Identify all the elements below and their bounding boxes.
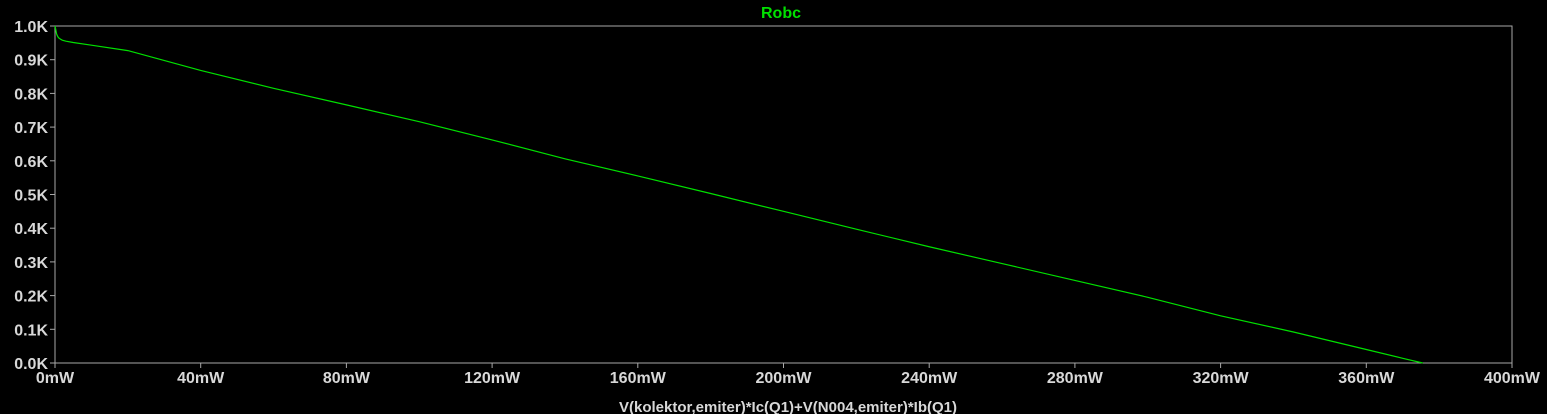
x-tick-label: 0mW — [36, 370, 75, 387]
chart-title: Robc — [761, 5, 801, 22]
y-axis: 0.0K 0.1K 0.2K 0.3K 0.4K 0.5K 0.6K 0.7K 0.8K 0.9K… — [14, 19, 55, 373]
y-tick-label: 0.0K — [14, 356, 48, 373]
y-tick-label: 0.5K — [14, 188, 48, 205]
x-tick-label: 80mW — [323, 370, 371, 387]
y-tick-label: 0.8K — [14, 86, 48, 103]
x-axis: 0mW 40mW 80mW 120mW 160mW 200mW 240mW 280mW 320m… — [36, 363, 1541, 387]
y-tick-label: 0.6K — [14, 154, 48, 171]
y-tick-label: 0.2K — [14, 289, 48, 306]
x-tick-label: 120mW — [464, 370, 521, 387]
x-tick-label: 40mW — [177, 370, 225, 387]
x-tick-label: 280mW — [1047, 370, 1104, 387]
x-axis-label: V(kolektor,emiter)*Ic(Q1)+V(N004,emiter)… — [619, 399, 957, 414]
series-line-0 — [54, 25, 1423, 364]
x-tick-label: 320mW — [1193, 370, 1250, 387]
y-tick-label: 0.1K — [14, 322, 48, 339]
x-tick-label: 200mW — [755, 370, 812, 387]
y-tick-label: 0.4K — [14, 221, 48, 238]
x-tick-label: 160mW — [610, 370, 667, 387]
x-tick-label: 400mW — [1484, 370, 1541, 387]
plot-frame — [54, 25, 1513, 364]
x-tick-label: 360mW — [1338, 370, 1395, 387]
y-tick-label: 0.3K — [14, 255, 48, 272]
y-tick-label: 0.9K — [14, 53, 48, 70]
series-group — [54, 25, 1423, 364]
y-tick-label: 1.0K — [14, 19, 48, 36]
y-tick-label: 0.7K — [14, 120, 48, 137]
x-tick-label: 240mW — [901, 370, 958, 387]
